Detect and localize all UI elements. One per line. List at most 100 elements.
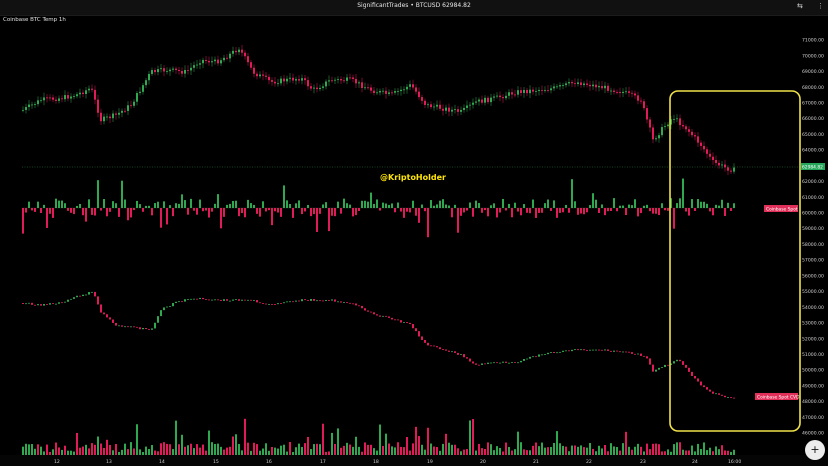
- candle: [535, 91, 537, 92]
- cvd-segment: [181, 301, 183, 303]
- cvd-segment: [397, 319, 399, 321]
- volume-bar: [214, 203, 216, 208]
- candle: [187, 70, 189, 71]
- cvd-segment: [598, 349, 600, 351]
- cvd-segment: [325, 300, 327, 301]
- bottom-volume-bar: [34, 448, 36, 455]
- volume-bar: [604, 208, 606, 216]
- volume-bar: [553, 200, 555, 208]
- volume-bar: [418, 208, 420, 223]
- bottom-volume-bar: [415, 426, 417, 455]
- candle: [703, 145, 705, 150]
- cvd-segment: [289, 301, 291, 303]
- candle: [709, 153, 711, 157]
- volume-bar: [547, 199, 549, 208]
- bottom-volume-bar: [481, 448, 483, 455]
- chart-canvas[interactable]: 71000.00 70000.00 69000.00 68000.00 67000.00…: [0, 15, 828, 466]
- plus-icon[interactable]: +: [805, 440, 825, 460]
- cvd-segment: [541, 354, 543, 356]
- volume-bar: [127, 208, 129, 221]
- cvd-segment: [685, 364, 687, 368]
- cvd-segment: [589, 349, 591, 351]
- candle: [526, 89, 528, 94]
- volume-bar: [358, 208, 360, 211]
- cvd-segment: [400, 320, 402, 323]
- cvd-segment: [412, 324, 414, 329]
- bottom-volume-bar: [703, 442, 705, 455]
- candle: [166, 71, 168, 72]
- bottom-volume-bar: [388, 443, 390, 455]
- candle: [613, 90, 615, 92]
- candle: [358, 82, 360, 84]
- cvd-segment: [262, 303, 264, 304]
- volume-bar: [277, 208, 279, 213]
- volume-bar: [298, 200, 300, 208]
- cvd-segment: [562, 350, 564, 352]
- cvd-segment: [367, 310, 369, 312]
- bottom-volume-bar: [355, 436, 357, 455]
- bottom-volume-bar: [142, 451, 144, 455]
- candle: [571, 82, 573, 84]
- candle: [334, 79, 336, 81]
- candle: [286, 78, 288, 82]
- volume-bar: [85, 208, 87, 222]
- bottom-volume-bar: [484, 449, 486, 455]
- volume-bar: [22, 208, 24, 234]
- cvd-segment: [721, 394, 723, 396]
- volume-bar: [106, 208, 108, 217]
- candle: [91, 88, 93, 90]
- bottom-volume-bar: [382, 445, 384, 455]
- bottom-volume-bar: [556, 431, 558, 455]
- more-vertical-icon[interactable]: ⋮: [817, 2, 824, 10]
- volume-bar: [394, 208, 396, 213]
- cvd-segment: [310, 299, 312, 301]
- cvd-segment: [142, 327, 144, 330]
- candle: [427, 104, 429, 106]
- volume-bar: [187, 208, 189, 215]
- candle: [619, 92, 621, 94]
- cvd-segment: [694, 375, 696, 379]
- bottom-volume-bar: [136, 424, 138, 455]
- volume-bar: [472, 208, 474, 217]
- bottom-volume-bar: [634, 446, 636, 455]
- candle: [469, 104, 471, 106]
- cvd-segment: [733, 397, 735, 399]
- candle: [421, 97, 423, 101]
- candle: [595, 84, 597, 88]
- volume-bar: [532, 199, 534, 208]
- cvd-segment: [559, 351, 561, 353]
- bottom-volume-bar: [319, 444, 321, 455]
- bottom-volume-bar: [274, 447, 276, 455]
- cvd-segment: [448, 350, 450, 352]
- volume-bar: [121, 180, 123, 208]
- cvd-segment: [358, 305, 360, 307]
- candle: [250, 62, 252, 68]
- volume-bar: [376, 199, 378, 208]
- cvd-segment: [268, 304, 270, 305]
- volume-bar: [148, 205, 150, 208]
- bottom-volume-bar: [514, 449, 516, 455]
- volume-bar: [337, 201, 339, 208]
- candle: [607, 85, 609, 91]
- candle: [670, 119, 672, 125]
- cvd-segment: [88, 292, 90, 295]
- candle: [40, 100, 42, 102]
- cvd-segment: [70, 298, 72, 300]
- translate-icon[interactable]: ⇆: [797, 2, 803, 10]
- cvd-segment: [109, 317, 111, 320]
- bottom-volume-bar: [487, 442, 489, 455]
- bottom-volume-bar: [28, 444, 30, 455]
- y-axis-tick-label: 55000.00: [802, 289, 824, 295]
- bottom-volume-bar: [193, 448, 195, 455]
- y-axis-tick-label: 51000.00: [802, 352, 824, 358]
- volume-bar: [25, 208, 27, 213]
- cvd-segment: [634, 353, 636, 355]
- volume-bar: [61, 200, 63, 208]
- candle: [340, 79, 342, 81]
- cvd-segment: [517, 362, 519, 364]
- window-title: SignificantTrades • BTCUSD 62984.82: [357, 2, 471, 9]
- volume-bar: [58, 200, 60, 208]
- cvd-segment: [199, 297, 201, 299]
- volume-bar: [184, 200, 186, 208]
- bottom-volume-bar: [55, 442, 57, 455]
